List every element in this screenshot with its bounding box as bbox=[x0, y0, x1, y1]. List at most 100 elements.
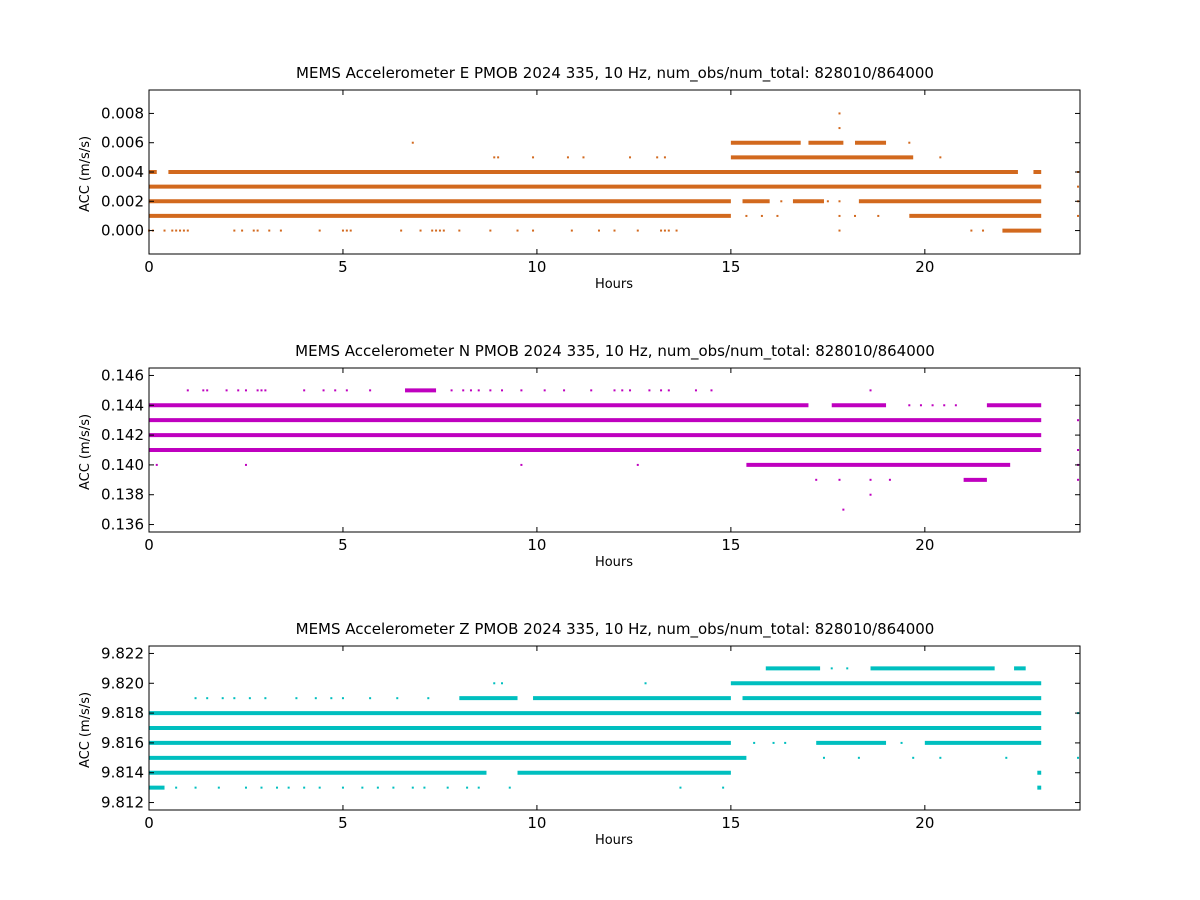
data-marks bbox=[148, 112, 1079, 233]
data-point bbox=[411, 141, 414, 144]
data-point bbox=[1077, 756, 1079, 759]
data-point bbox=[815, 478, 818, 481]
data-point bbox=[869, 493, 872, 496]
data-point bbox=[314, 697, 317, 700]
data-point bbox=[970, 229, 973, 232]
data-point bbox=[621, 389, 624, 392]
data-point bbox=[644, 682, 647, 685]
data-point bbox=[341, 786, 344, 789]
x-tick-label: 5 bbox=[338, 258, 348, 276]
data-point bbox=[745, 214, 748, 217]
data-point bbox=[264, 389, 267, 392]
data-point bbox=[194, 697, 197, 700]
data-point bbox=[256, 229, 259, 232]
data-point bbox=[636, 229, 639, 232]
data-point bbox=[1077, 478, 1079, 481]
data-point bbox=[318, 229, 321, 232]
data-point bbox=[675, 229, 678, 232]
y-tick-label: 0.146 bbox=[101, 366, 144, 384]
data-point bbox=[400, 229, 403, 232]
x-tick-label: 5 bbox=[338, 536, 348, 554]
data-point bbox=[260, 786, 263, 789]
data-point bbox=[1005, 756, 1008, 759]
data-point bbox=[279, 229, 282, 232]
data-point bbox=[376, 786, 379, 789]
data-point bbox=[966, 741, 969, 744]
data-point bbox=[660, 229, 663, 232]
data-point bbox=[462, 389, 465, 392]
data-point bbox=[764, 200, 767, 203]
data-point bbox=[194, 786, 197, 789]
data-point bbox=[939, 756, 942, 759]
x-tick-label: 0 bbox=[144, 814, 154, 832]
data-point bbox=[648, 389, 651, 392]
x-tick-label: 0 bbox=[144, 536, 154, 554]
data-point bbox=[256, 389, 259, 392]
data-point bbox=[629, 156, 632, 159]
data-point bbox=[753, 741, 756, 744]
data-point bbox=[830, 667, 833, 670]
x-tick-label: 20 bbox=[915, 536, 934, 554]
data-point bbox=[663, 229, 666, 232]
y-tick-label: 0.138 bbox=[101, 486, 144, 504]
data-point bbox=[1077, 419, 1079, 422]
plot-area-frame bbox=[148, 367, 1081, 533]
data-point bbox=[613, 229, 616, 232]
y-tick-label: 0.004 bbox=[101, 163, 144, 181]
data-point bbox=[908, 141, 911, 144]
data-point bbox=[710, 389, 713, 392]
data-point bbox=[597, 229, 600, 232]
data-point bbox=[322, 389, 325, 392]
data-point bbox=[838, 478, 841, 481]
data-point bbox=[186, 389, 189, 392]
chart-panel-north: MEMS Accelerometer N PMOB 2024 335, 10 H… bbox=[78, 342, 1081, 570]
data-point bbox=[489, 229, 492, 232]
data-point bbox=[438, 229, 441, 232]
data-point bbox=[341, 697, 344, 700]
data-point bbox=[206, 389, 209, 392]
data-point bbox=[656, 156, 659, 159]
data-point bbox=[931, 404, 934, 407]
data-point bbox=[1077, 214, 1079, 217]
data-point bbox=[982, 229, 985, 232]
y-tick-label: 0.136 bbox=[101, 516, 144, 534]
data-point bbox=[590, 389, 593, 392]
axis-ticks: 0 5 10 15 20 9.812 9.814 9.816 9.818 9.820 9.822 bbox=[101, 644, 1080, 832]
data-point bbox=[264, 697, 267, 700]
data-point bbox=[636, 463, 639, 466]
data-point bbox=[613, 389, 616, 392]
data-point bbox=[1077, 185, 1079, 188]
data-point bbox=[543, 389, 546, 392]
x-tick-label: 10 bbox=[527, 258, 546, 276]
data-point bbox=[912, 756, 915, 759]
data-point bbox=[303, 786, 306, 789]
y-tick-label: 0.006 bbox=[101, 134, 144, 152]
data-point bbox=[341, 229, 344, 232]
data-point bbox=[838, 112, 841, 115]
data-point bbox=[954, 404, 957, 407]
data-point bbox=[780, 200, 783, 203]
data-point bbox=[760, 214, 763, 217]
data-point bbox=[175, 786, 178, 789]
y-axis-label: ACC (m/s/s) bbox=[78, 692, 93, 768]
data-point bbox=[877, 214, 880, 217]
data-point bbox=[244, 786, 247, 789]
y-tick-label: 0.140 bbox=[101, 456, 144, 474]
x-tick-label: 20 bbox=[915, 258, 934, 276]
data-point bbox=[908, 404, 911, 407]
data-point bbox=[225, 389, 228, 392]
data-point bbox=[838, 127, 841, 130]
y-tick-label: 0.142 bbox=[101, 426, 144, 444]
data-point bbox=[431, 229, 434, 232]
data-point bbox=[679, 786, 682, 789]
data-point bbox=[252, 229, 255, 232]
x-tick-label: 10 bbox=[527, 814, 546, 832]
data-marks bbox=[149, 388, 1079, 511]
data-point bbox=[838, 229, 841, 232]
data-point bbox=[838, 214, 841, 217]
data-point bbox=[822, 756, 825, 759]
data-point bbox=[694, 389, 697, 392]
data-point bbox=[857, 756, 860, 759]
chart-panel-vertical: MEMS Accelerometer Z PMOB 2024 335, 10 H… bbox=[78, 620, 1081, 848]
data-point bbox=[202, 389, 205, 392]
